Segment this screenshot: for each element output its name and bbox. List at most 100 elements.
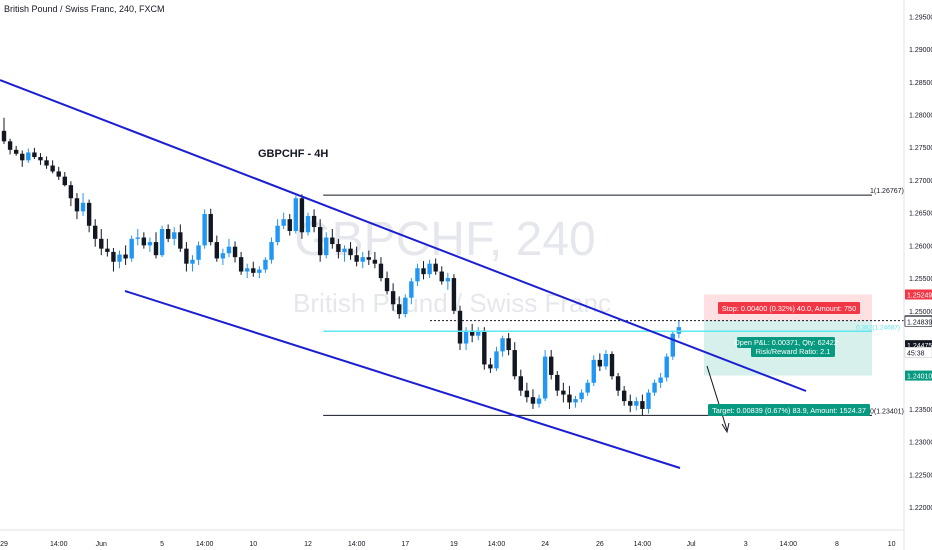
candle-body [263,259,268,270]
price-axis-tick-label: 1.22500 [909,472,932,479]
candle-body [123,254,128,259]
price-axis-tick-label: 1.23500 [909,407,932,414]
candle-body [62,176,67,186]
candle-body [111,251,116,262]
candle-body [86,202,92,226]
candle-body [159,229,165,256]
candle-body [44,160,49,166]
chart-header-title: British Pound / Swiss Franc, 240, FXCM [4,4,165,14]
candle-body [567,394,572,403]
candle-body [13,149,19,154]
time-axis[interactable]: 29 14:00 Jun 5 14:00 10 12 14:00 17 19 14:00 24 26 14… [0,529,904,548]
candle-body [640,401,645,409]
position-labels: Stop: 0.00400 (0.32%) 40.0, Amount: 750 O… [708,302,870,416]
candle-body [245,268,250,272]
price-tag-bg [905,340,932,351]
price-axis-tick-label: 1.25000 [909,309,932,316]
candle-body [348,248,353,256]
candle-body [220,253,226,259]
time-axis-tick-label: 14:00 [634,541,652,548]
price-axis-tick-label: 1.28000 [909,113,932,120]
candle-body [664,356,669,378]
candle-body [153,242,159,256]
channel-lower-trendline[interactable] [124,290,681,469]
candle-body [117,254,122,262]
candle-body [469,330,475,336]
price-tag-bg [904,347,932,358]
price-axis[interactable]: 1.29500 1.29000 1.28500 1.28000 1.27500 1.270… [903,0,932,550]
price-tag-bg [904,316,932,327]
fib-level-0-label: 0(1.23401) [870,408,904,415]
time-axis-tick-label: 14:00 [348,541,366,548]
candle-body [512,350,517,377]
time-axis-tick-label: 14:00 [50,541,68,548]
candle-body [433,263,438,272]
candle-body [585,382,590,393]
candle-body [628,401,633,406]
candle-body [99,238,104,249]
risk-reward-label: Risk/Reward Ratio: 2.1 [756,347,831,356]
time-axis-tick-label: Jun [96,541,107,548]
price-axis-tick-label: 1.29500 [909,14,932,21]
projection-arrow-head [721,422,730,434]
open-pnl-label: Open P&L: 0.00371, Qty: 62422 [734,338,838,347]
candle-body [208,213,213,243]
candle-body [251,268,256,273]
candle-body [397,304,402,315]
candle-body [597,359,603,367]
candle-body [579,392,584,400]
price-tag-label: 1.24010 [907,374,932,381]
candle-body [670,333,675,357]
candle-body [226,246,232,254]
candle-body [269,242,274,260]
candle-body [330,237,335,245]
time-axis-tick-label: 24 [541,541,549,548]
price-tag-label: 1.24839 [907,319,932,326]
candlestick-series [1,117,682,416]
time-axis-tick-label: 19 [450,541,458,548]
candle-body [299,198,305,233]
candle-body [214,242,219,259]
candle-body [439,271,444,282]
price-axis-tick-label: 1.27500 [909,145,932,152]
candle-body [634,401,639,406]
candle-body [190,259,195,264]
price-axis-tick-label: 1.26500 [909,211,932,218]
candle-body [384,278,390,292]
channel-upper-trendline[interactable] [0,79,807,392]
candle-body [524,390,530,398]
candle-body [573,399,578,403]
candle-body [50,165,55,172]
time-axis-tick-label: 14:00 [780,541,798,548]
time-axis-tick-label: 3 [744,541,748,548]
watermark-symbol: GBPCHF, 240 [294,213,595,266]
time-axis-tick-label: 12 [304,541,312,548]
candle-body [324,237,329,256]
candle-body [172,232,177,239]
candle-body [74,198,80,212]
candle-body [500,338,505,352]
candle-body [530,397,536,404]
time-axis-tick-label: 14:00 [196,541,214,548]
time-axis-tick-label: Jul [687,541,696,548]
fib-0382-label: 0.382(1.24687) [856,324,900,331]
candle-body [561,390,566,395]
price-tag-label: 1.25249 [907,293,932,300]
candle-body [609,353,615,377]
candle-body [20,153,25,161]
drawings[interactable]: 0.382(1.24687) [0,79,904,469]
fib-level-1-label: 1(1.26767) [870,188,904,195]
time-axis-tick-label: 5 [160,541,164,548]
price-axis-tick-label: 1.28500 [909,80,932,87]
candle-body [676,327,682,334]
candle-body [506,338,511,351]
candle-body [342,248,347,252]
time-axis-tick-label: 29 [0,541,8,548]
time-axis-tick-label: 10 [888,541,896,548]
price-tag-bg [905,289,932,300]
projection-arrow-line [706,365,728,431]
target-label: Target: 0.00839 (0.67%) 83.9, Amount: 15… [712,406,866,415]
candle-body [427,263,432,275]
